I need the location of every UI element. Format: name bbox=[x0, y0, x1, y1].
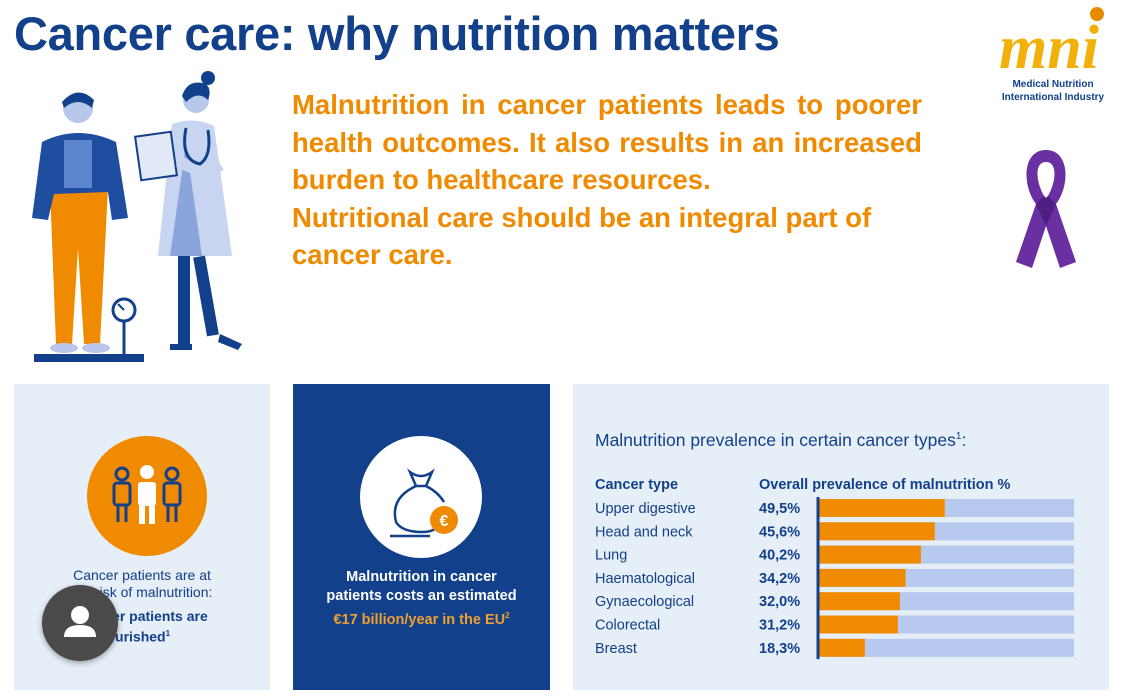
cost-line-1: Malnutrition in cancer bbox=[346, 569, 497, 585]
logo-line-2: International Industry bbox=[1001, 92, 1105, 103]
category-label: Gynaecological bbox=[595, 594, 694, 610]
prevalence-chart-panel: Malnutrition prevalence in certain cance… bbox=[573, 384, 1109, 690]
user-avatar[interactable] bbox=[42, 585, 118, 661]
value-label: 18,3% bbox=[759, 641, 800, 657]
bar bbox=[818, 499, 945, 517]
risk-line-3: cer patients are bbox=[104, 608, 208, 624]
category-label: Haematological bbox=[595, 571, 695, 587]
risk-line-1: Cancer patients are at bbox=[73, 567, 211, 583]
value-header: Overall prevalence of malnutrition % bbox=[759, 477, 1011, 493]
category-header: Cancer type bbox=[595, 477, 679, 493]
money-bag-euro-icon: € bbox=[360, 436, 482, 558]
bar bbox=[818, 592, 900, 611]
risk-line-2: isk of malnutrition: bbox=[99, 584, 213, 600]
bar bbox=[818, 615, 898, 634]
value-label: 40,2% bbox=[759, 548, 800, 564]
person-icon bbox=[64, 606, 96, 637]
logo-mark-text: mni bbox=[999, 14, 1099, 78]
value-label: 32,0% bbox=[759, 594, 800, 610]
intro-paragraph-2: Nutritional care should be an integral p… bbox=[292, 201, 872, 271]
intro-text: Malnutrition in cancer patients leads to… bbox=[292, 86, 922, 274]
value-label: 45,6% bbox=[759, 524, 800, 540]
intro-paragraph-1: Malnutrition in cancer patients leads to… bbox=[292, 89, 922, 195]
value-label: 34,2% bbox=[759, 571, 800, 587]
value-label: 31,2% bbox=[759, 618, 800, 634]
people-icon bbox=[87, 436, 207, 556]
bar bbox=[818, 545, 921, 564]
risk-panel: Cancer patients are at isk of malnutriti… bbox=[14, 384, 270, 690]
cost-line-2: patients costs an estimated bbox=[326, 588, 517, 604]
category-label: Breast bbox=[595, 641, 637, 657]
chart-title: Malnutrition prevalence in certain cance… bbox=[595, 430, 967, 450]
bar-track bbox=[818, 638, 1074, 657]
category-label: Lung bbox=[595, 548, 627, 564]
patient-doctor-illustration bbox=[32, 71, 242, 362]
category-label: Colorectal bbox=[595, 618, 660, 634]
cost-text: Malnutrition in cancer patients costs an… bbox=[293, 568, 550, 630]
bar bbox=[818, 568, 906, 587]
prevalence-bar-chart: Upper digestive 49,5% Head and neck 45,6% Lu… bbox=[595, 497, 1074, 660]
purple-ribbon-icon bbox=[1016, 150, 1076, 268]
mni-logo-mark: mni bbox=[999, 7, 1104, 78]
mni-logo: mni Medical Nutrition International Indu… bbox=[997, 4, 1109, 108]
bar bbox=[818, 522, 935, 541]
cost-panel: € Malnutrition in cancer patients costs … bbox=[293, 384, 550, 690]
cost-value: €17 billion/year in the EU2 bbox=[333, 611, 510, 628]
category-label: Head and neck bbox=[595, 524, 693, 540]
logo-line-1: Medical Nutrition bbox=[1012, 79, 1094, 90]
value-label: 49,5% bbox=[759, 501, 800, 517]
page-title: Cancer care: why nutrition matters bbox=[14, 7, 780, 60]
svg-text:€: € bbox=[440, 513, 449, 530]
bar bbox=[818, 638, 865, 657]
category-label: Upper digestive bbox=[595, 501, 696, 517]
